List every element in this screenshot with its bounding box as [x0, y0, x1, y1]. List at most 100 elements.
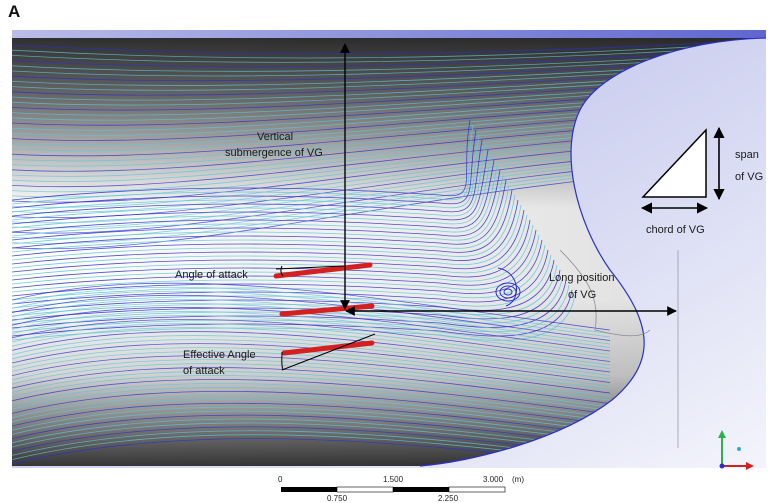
streamline	[12, 214, 528, 277]
streamline	[12, 343, 611, 383]
streamline	[12, 289, 573, 337]
streamline	[12, 323, 611, 366]
top-band	[12, 30, 766, 38]
streamline	[12, 379, 611, 415]
streamline	[12, 406, 611, 439]
streamline	[12, 174, 504, 245]
streamline	[12, 355, 611, 394]
streamline	[12, 319, 611, 362]
streamline	[12, 144, 486, 221]
streamline	[12, 387, 611, 422]
long-position-label-1: Long position	[549, 272, 615, 284]
bow-outline	[419, 37, 767, 467]
streamline	[12, 189, 513, 257]
streamline	[12, 239, 543, 297]
vg-bar-effective-angle	[281, 340, 375, 356]
vertical-submergence-label-2: submergence of VG	[225, 147, 323, 159]
streamline	[12, 394, 611, 429]
vortex-spiral	[495, 267, 521, 307]
streamline	[12, 46, 761, 63]
effective-angle-marker	[281, 333, 376, 371]
span-label-1: span	[735, 149, 759, 161]
streamline	[12, 422, 611, 453]
scale-label-3000: 3.000	[483, 475, 504, 484]
streamline	[12, 398, 611, 432]
streamline	[12, 390, 611, 425]
streamline	[12, 159, 495, 233]
streamline	[12, 119, 471, 201]
streamline	[12, 244, 546, 301]
streamline	[12, 209, 525, 273]
streamline	[12, 410, 611, 443]
streamline	[12, 254, 552, 309]
streamline	[12, 339, 611, 380]
streamline	[12, 129, 477, 209]
streamline	[12, 359, 611, 397]
streamline	[12, 234, 540, 293]
streamline	[12, 371, 611, 408]
streamline	[12, 169, 501, 241]
streamline	[12, 315, 611, 359]
streamline	[12, 383, 611, 418]
streamline	[12, 367, 611, 404]
streamline	[12, 52, 761, 72]
streamline	[12, 331, 611, 373]
scale-label-0: 0	[278, 475, 283, 484]
effective-angle-label-1: Effective Angle	[183, 349, 256, 361]
streamline	[12, 302, 611, 348]
streamline	[12, 42, 761, 59]
streamline	[12, 279, 567, 329]
streamline	[12, 58, 761, 82]
scale-bar	[281, 486, 506, 493]
scale-label-0750: 0.750	[327, 494, 348, 503]
streamline	[12, 49, 761, 68]
streamline	[12, 298, 611, 345]
streamline	[12, 286, 611, 334]
streamline	[12, 363, 611, 401]
angle-of-attack-label: Angle of attack	[175, 269, 248, 281]
streamline	[12, 294, 576, 341]
streamline	[12, 259, 555, 313]
streamline	[12, 294, 611, 341]
effective-angle-label-2: of attack	[183, 365, 225, 377]
panel-label: A	[8, 2, 21, 21]
streamline	[12, 179, 507, 249]
streamline	[12, 149, 489, 225]
scale-unit: (m)	[512, 475, 524, 484]
streamline	[12, 139, 483, 217]
streamline	[12, 229, 537, 289]
streamline	[12, 290, 611, 338]
vg-triangle	[641, 128, 707, 198]
streamline	[12, 418, 611, 450]
streamline	[12, 62, 761, 86]
vertical-submergence-label-1: Vertical	[257, 131, 294, 143]
scale-label-1500: 1.500	[383, 475, 404, 484]
streamline	[12, 39, 761, 55]
streamline	[12, 184, 510, 253]
streamline	[12, 55, 761, 77]
streamline	[12, 124, 474, 205]
streamline	[12, 282, 611, 331]
span-label-2: of VG	[735, 171, 764, 183]
streamline	[12, 414, 611, 446]
streamline	[12, 204, 522, 269]
waterline	[559, 249, 651, 337]
streamline	[12, 402, 611, 436]
angle-of-attack-marker	[275, 265, 345, 277]
streamline	[12, 194, 516, 261]
streamline	[12, 134, 480, 213]
scale-label-2250: 2.250	[438, 494, 459, 503]
streamline	[12, 154, 492, 229]
streamline	[12, 164, 498, 237]
streamline	[12, 219, 531, 281]
streamline	[12, 199, 519, 265]
chord-label: chord of VG	[646, 224, 705, 236]
streamline	[12, 426, 611, 457]
axis-triad-icon	[718, 430, 754, 470]
streamline	[12, 375, 611, 411]
vg-bar-angle-of-attack	[273, 262, 373, 279]
long-position-label-2: of VG	[568, 289, 597, 301]
streamline	[12, 335, 611, 376]
streamline	[12, 327, 611, 369]
